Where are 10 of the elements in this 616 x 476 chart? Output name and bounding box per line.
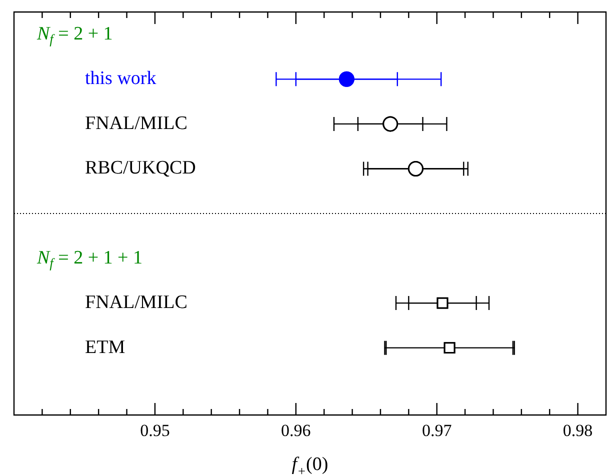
y-tick-label: this work [85, 68, 157, 90]
x-tick-label: 0.96 [281, 420, 311, 440]
x-tick-label: 0.95 [140, 420, 170, 440]
y-tick-label: RBC/UKQCD [85, 158, 196, 179]
y-tick-label: ETM [85, 336, 126, 358]
x-tick-label: 0.98 [562, 420, 593, 440]
y-tick-label: FNAL/MILC [85, 292, 188, 314]
x-axis-title: f+(0) [292, 454, 328, 476]
x-tick-label: 0.97 [422, 420, 452, 440]
y-tick-label: FNAL/MILC [85, 112, 188, 134]
